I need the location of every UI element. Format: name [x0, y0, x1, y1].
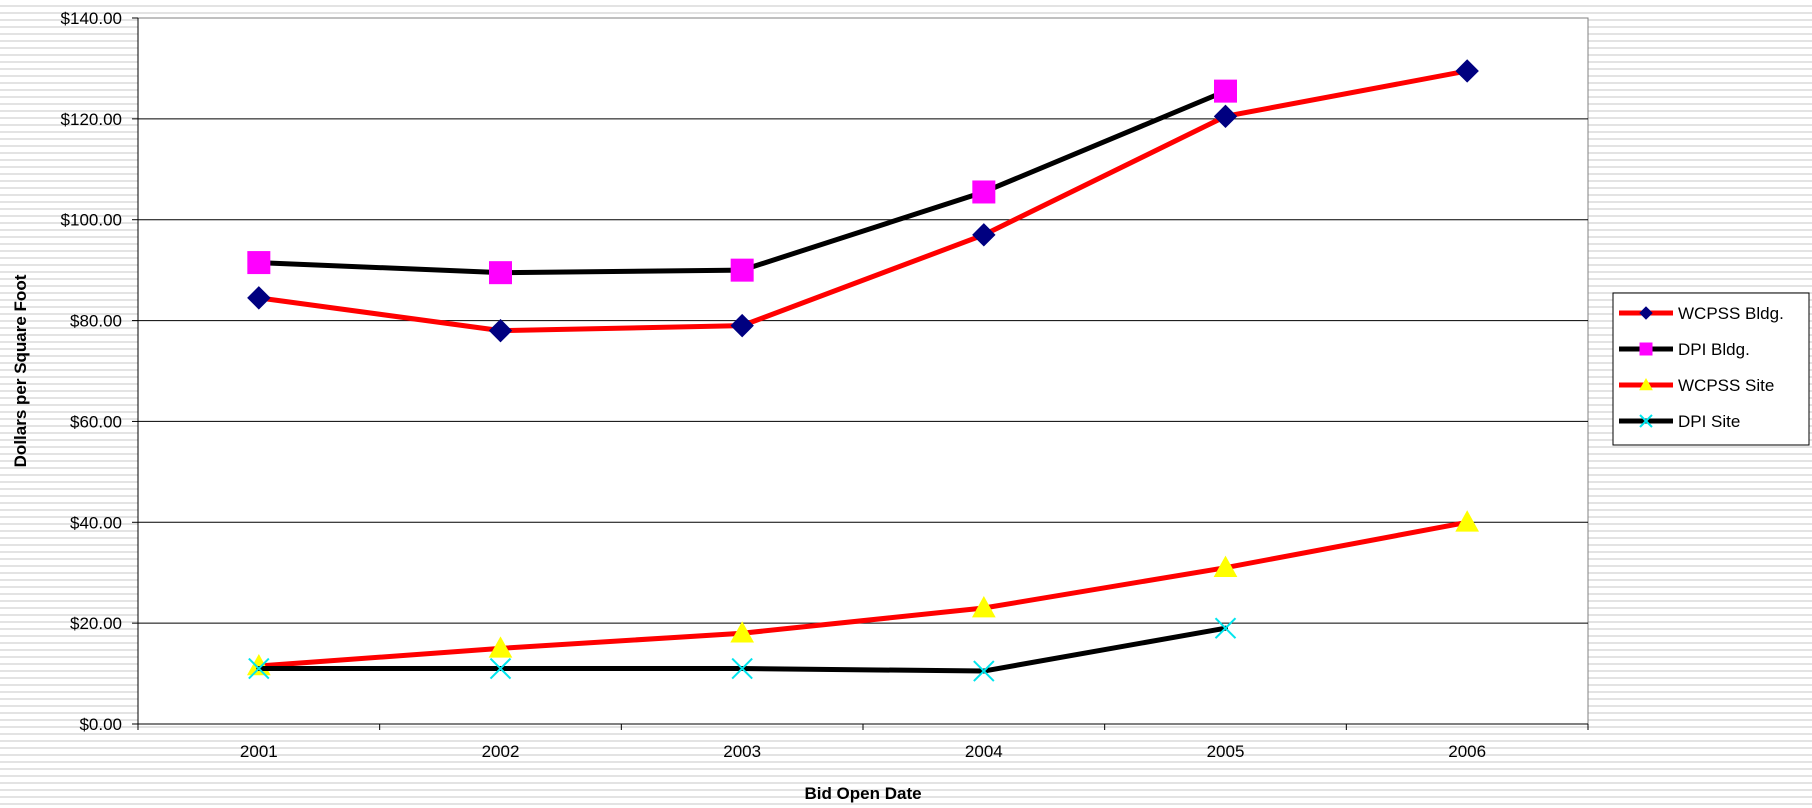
legend: WCPSS Bldg. DPI Bldg. WCPSS Site DPI Site — [1612, 292, 1810, 446]
series-1-point-2 — [730, 258, 754, 282]
x-tick-label: 2001 — [240, 742, 278, 761]
series-1-point-3 — [972, 180, 996, 204]
x-axis-title: Bid Open Date — [804, 784, 921, 803]
y-axis-title: Dollars per Square Foot — [11, 274, 30, 467]
y-tick-label: $120.00 — [61, 110, 122, 129]
plot-area — [137, 17, 1589, 725]
series-0-point-0 — [247, 286, 271, 310]
series-2-point-2 — [730, 621, 755, 643]
series-line-0 — [256, 68, 1470, 334]
series-2-point-4 — [1213, 555, 1238, 577]
series-3-point-1 — [489, 657, 512, 680]
x-axis-tick-labels: 2001 2002 2003 2004 2005 2006 — [240, 742, 1486, 761]
series-1-point-4 — [1214, 79, 1237, 103]
series-1-point-0 — [247, 251, 271, 275]
x-tick-label: 2002 — [482, 742, 520, 761]
legend-label: WCPSS Site — [1678, 376, 1774, 395]
x-tick-label: 2005 — [1207, 742, 1245, 761]
axes — [132, 17, 1589, 730]
gridlines — [138, 118, 1588, 624]
x-tick-label: 2004 — [965, 742, 1003, 761]
series-3-point-2 — [731, 657, 753, 680]
legend-label: DPI Bldg. — [1678, 340, 1750, 359]
series-2-point-5 — [1455, 510, 1480, 532]
y-tick-label: $40.00 — [70, 513, 122, 532]
series-3-point-4 — [1214, 617, 1237, 639]
legend-marker-2 — [1639, 377, 1653, 391]
legend-marker-3 — [1639, 414, 1653, 428]
series-0 — [247, 59, 1479, 343]
y-tick-label: $100.00 — [61, 211, 122, 230]
legend-label: DPI Site — [1678, 412, 1740, 431]
y-tick-label: $140.00 — [61, 9, 122, 28]
y-tick-label: $20.00 — [70, 614, 122, 633]
series-group — [246, 59, 1480, 682]
y-axis-tick-labels: $0.00 $20.00 $40.00 $60.00 $80.00 $100.00 $120… — [61, 9, 122, 734]
series-0-point-1 — [488, 318, 513, 343]
series-1-point-1 — [489, 261, 512, 285]
y-tick-label: $60.00 — [70, 412, 122, 431]
x-tick-label: 2006 — [1448, 742, 1486, 761]
series-0-point-2 — [730, 313, 754, 338]
legend-marker-0 — [1639, 306, 1653, 320]
series-2-point-3 — [971, 595, 996, 618]
series-0-point-4 — [1213, 104, 1238, 129]
series-3-point-0 — [248, 657, 270, 680]
legend-marker-1 — [1639, 342, 1653, 356]
series-1 — [247, 79, 1237, 285]
y-tick-label: $0.00 — [79, 715, 122, 734]
series-3-point-3 — [973, 660, 995, 682]
series-3 — [248, 617, 1237, 682]
series-0-point-3 — [972, 223, 996, 247]
series-2-point-1 — [488, 636, 513, 658]
series-line-2 — [256, 519, 1470, 669]
y-tick-label: $80.00 — [70, 312, 122, 331]
series-0-point-5 — [1455, 59, 1479, 83]
x-tick-label: 2003 — [723, 742, 761, 761]
legend-label: WCPSS Bldg. — [1678, 304, 1784, 323]
series-2 — [246, 510, 1480, 676]
